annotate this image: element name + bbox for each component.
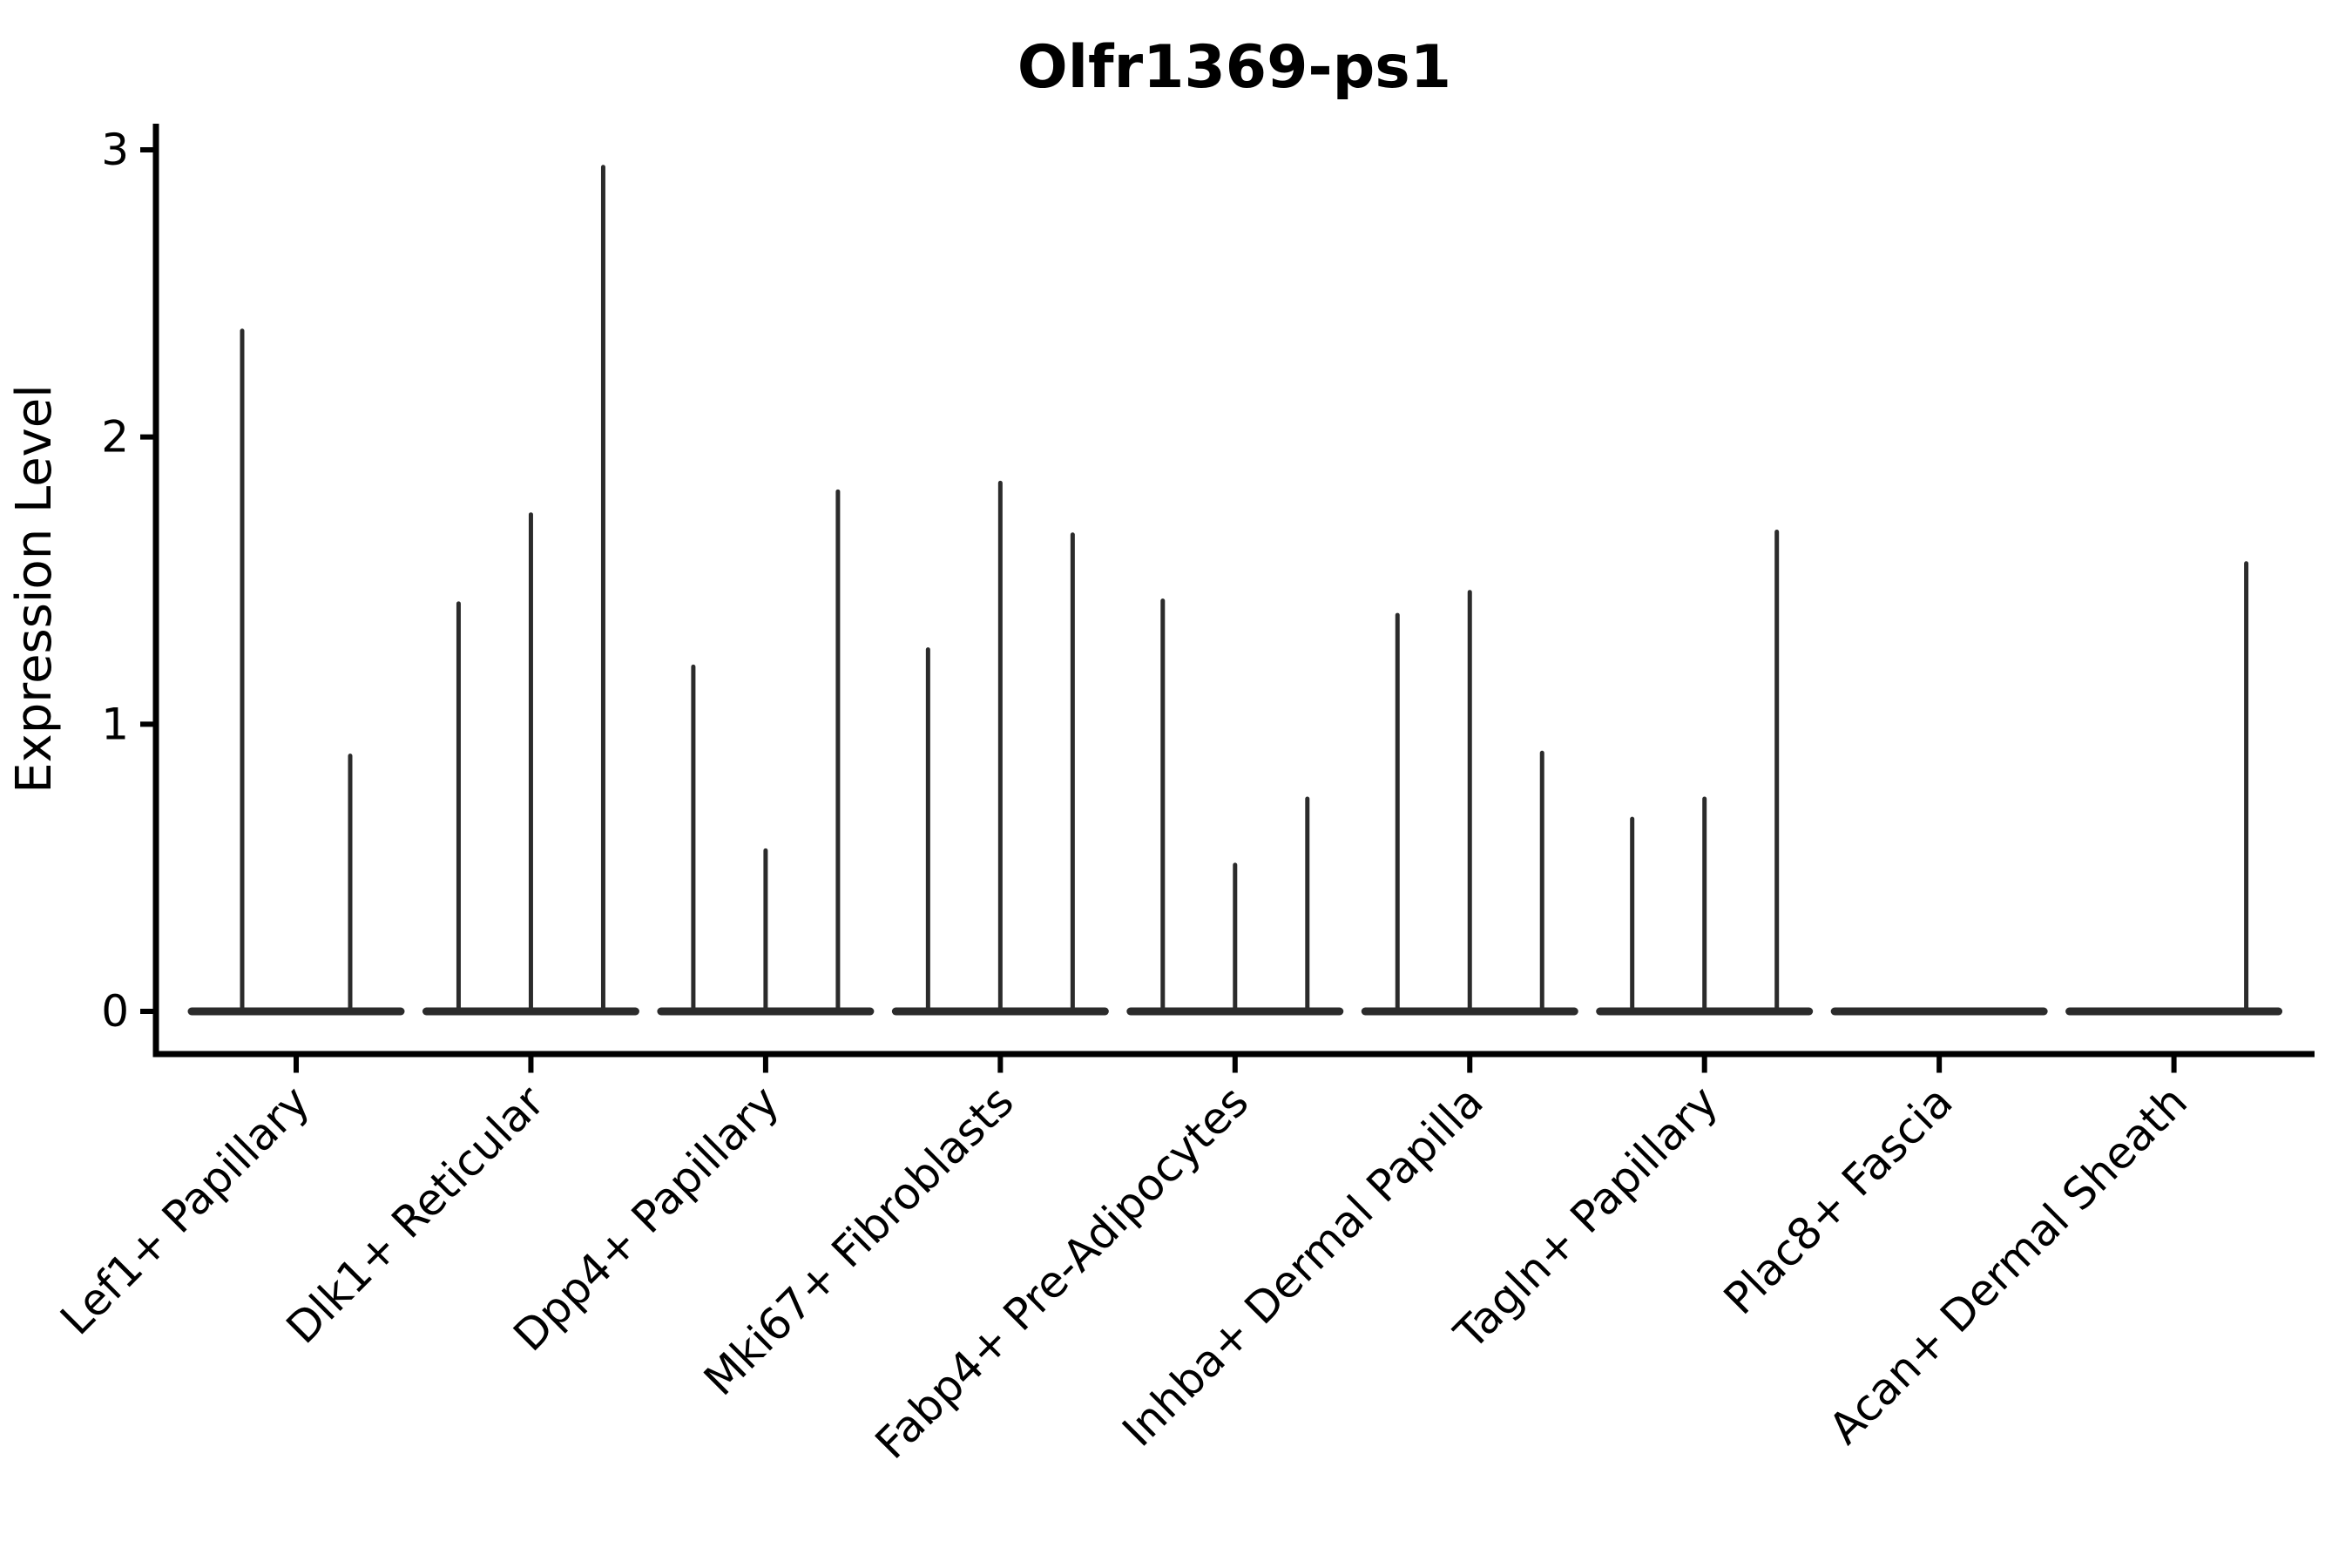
chart-title: Olfr1369-ps1	[1017, 33, 1451, 102]
violin-baseline	[187, 1007, 405, 1016]
violin-baseline	[1126, 1007, 1344, 1016]
violin-baseline	[2065, 1007, 2283, 1016]
violin-baseline	[1596, 1007, 1814, 1016]
y-tick-label: 3	[101, 125, 129, 175]
y-tick-label: 2	[101, 412, 129, 463]
violin-baseline	[1361, 1007, 1578, 1016]
violin-baseline	[422, 1007, 639, 1016]
violin-baseline	[891, 1007, 1109, 1016]
y-tick-label: 1	[101, 699, 129, 749]
y-axis-label: Expression Level	[6, 384, 63, 794]
violin-baseline	[1830, 1007, 2048, 1016]
y-tick-label: 0	[101, 986, 129, 1037]
violin-baseline	[657, 1007, 875, 1016]
